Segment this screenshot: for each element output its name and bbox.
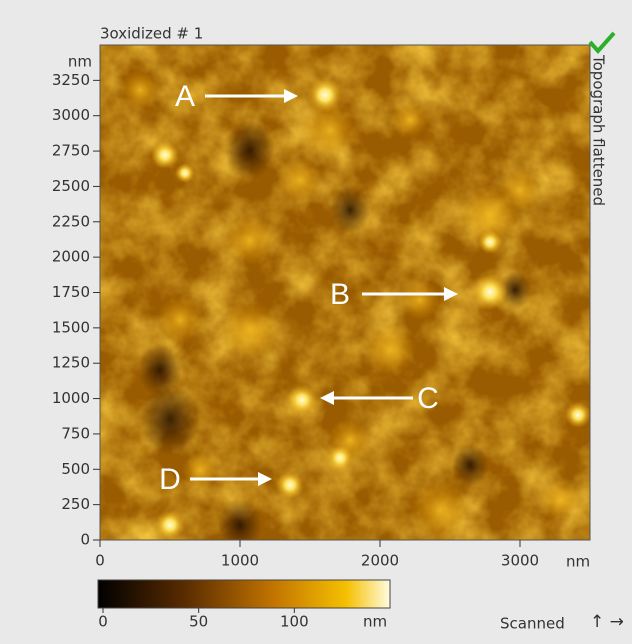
y-tick-label: 3000 bbox=[52, 106, 90, 124]
dark-spot bbox=[330, 186, 370, 234]
dark-spot bbox=[225, 120, 275, 180]
bright-spot bbox=[276, 471, 304, 499]
colorbar bbox=[97, 579, 391, 609]
bright-patch bbox=[364, 324, 416, 376]
y-tick-label: 2750 bbox=[52, 142, 90, 160]
dark-spot bbox=[140, 384, 200, 456]
x-tick-label: 0 bbox=[95, 552, 105, 570]
title: 3oxidized # 1 bbox=[100, 25, 203, 43]
footer: Scanned bbox=[500, 615, 565, 633]
y-tick-label: 1500 bbox=[52, 318, 90, 336]
dark-spot bbox=[218, 498, 262, 540]
x-tick-label: 3000 bbox=[501, 552, 539, 570]
bright-patch bbox=[120, 70, 160, 110]
x-unit: nm bbox=[566, 553, 590, 571]
bright-patch bbox=[498, 168, 542, 212]
annotation-arrowhead bbox=[320, 391, 334, 405]
y-tick-label: 1250 bbox=[52, 354, 90, 372]
y-tick-label: 2500 bbox=[52, 177, 90, 195]
bright-patch bbox=[302, 102, 358, 158]
bright-spot bbox=[307, 77, 343, 113]
dark-spot bbox=[452, 443, 488, 487]
bright-patch bbox=[224, 214, 276, 266]
x-tick-label: 2000 bbox=[361, 552, 399, 570]
y-tick-label: 1000 bbox=[52, 389, 90, 407]
colorbar-tick-label: 100 bbox=[280, 613, 309, 631]
annotation-arrowhead bbox=[444, 287, 458, 301]
x-tick-label: 1000 bbox=[221, 552, 259, 570]
bright-patch bbox=[392, 102, 428, 138]
topography-image bbox=[100, 45, 590, 540]
y-tick-label: 250 bbox=[61, 495, 90, 513]
bright-spot bbox=[155, 510, 185, 540]
bright-patch bbox=[278, 158, 322, 202]
bright-patch bbox=[156, 296, 204, 344]
colorbar-tick-label: 50 bbox=[189, 613, 208, 631]
colorbar-tick-label: 0 bbox=[98, 613, 108, 631]
annotation-arrowhead bbox=[258, 472, 272, 486]
bright-spot bbox=[151, 141, 179, 169]
bright-spot bbox=[565, 402, 590, 428]
annotation-label: C bbox=[417, 382, 439, 415]
scan-arrows: ↑ → bbox=[590, 612, 624, 632]
bright-patch bbox=[220, 300, 280, 360]
annotation-label: B bbox=[330, 278, 350, 311]
y-tick-label: 0 bbox=[80, 531, 90, 549]
bright-spot bbox=[472, 274, 508, 310]
bright-spot bbox=[287, 385, 317, 415]
colorbar-unit: nm bbox=[363, 613, 387, 631]
y-tick-label: 2000 bbox=[52, 248, 90, 266]
bright-patch bbox=[540, 480, 580, 520]
y-tick-label: 1750 bbox=[52, 283, 90, 301]
bright-spot bbox=[478, 230, 502, 254]
y-unit: nm bbox=[68, 53, 92, 71]
annotation-label: A bbox=[175, 80, 195, 113]
y-tick-label: 750 bbox=[61, 424, 90, 442]
dark-spot bbox=[138, 343, 182, 397]
dark-spot bbox=[499, 270, 531, 310]
bright-spot bbox=[175, 163, 195, 183]
annotation-arrowhead bbox=[284, 89, 298, 103]
y-tick-label: 2250 bbox=[52, 212, 90, 230]
annotation-label: D bbox=[159, 463, 181, 496]
y-tick-label: 500 bbox=[61, 460, 90, 478]
bright-spot bbox=[327, 445, 353, 471]
check-icon bbox=[588, 31, 616, 55]
bright-patch bbox=[410, 480, 470, 540]
bright-patch bbox=[400, 280, 440, 320]
y-tick-label: 3250 bbox=[52, 71, 90, 89]
side-label: Topograph flattened bbox=[590, 54, 608, 206]
bright-patch bbox=[182, 452, 218, 488]
